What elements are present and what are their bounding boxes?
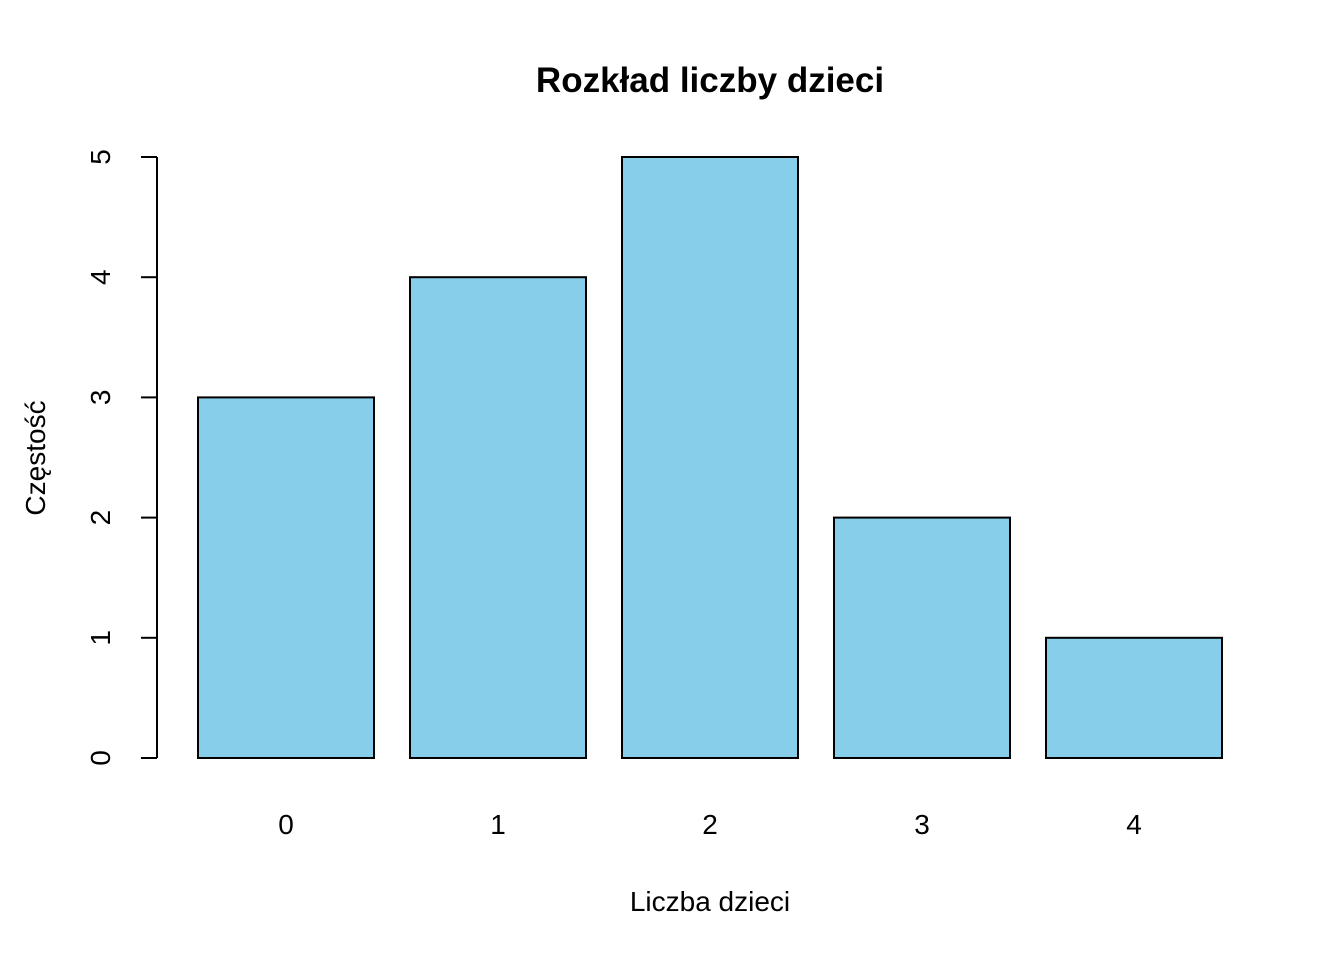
bar-4 [1045, 636, 1223, 759]
y-tick-label: 3 [85, 390, 116, 406]
bar-3 [833, 516, 1011, 759]
x-tick-label: 0 [278, 809, 294, 840]
x-tick-label: 4 [1126, 809, 1142, 840]
y-tick-label: 4 [85, 269, 116, 285]
y-axis-label: Częstość [20, 400, 51, 515]
x-axis-label: Liczba dzieci [630, 886, 790, 917]
y-tick-label: 2 [85, 510, 116, 526]
x-tick-labels: 0 1 2 3 4 [278, 809, 1142, 840]
x-tick-label: 2 [702, 809, 718, 840]
y-tick-label: 5 [85, 149, 116, 165]
y-tick-label: 1 [85, 630, 116, 646]
bars-group [197, 156, 1223, 759]
bar-0 [197, 396, 375, 759]
x-tick-label: 1 [490, 809, 506, 840]
y-tick-label: 0 [85, 750, 116, 766]
chart-title: Rozkład liczby dzieci [536, 61, 884, 100]
bar-1 [409, 276, 587, 759]
y-axis: 0 1 2 3 4 5 [85, 149, 158, 766]
x-tick-label: 3 [914, 809, 930, 840]
bar-2 [621, 156, 799, 759]
